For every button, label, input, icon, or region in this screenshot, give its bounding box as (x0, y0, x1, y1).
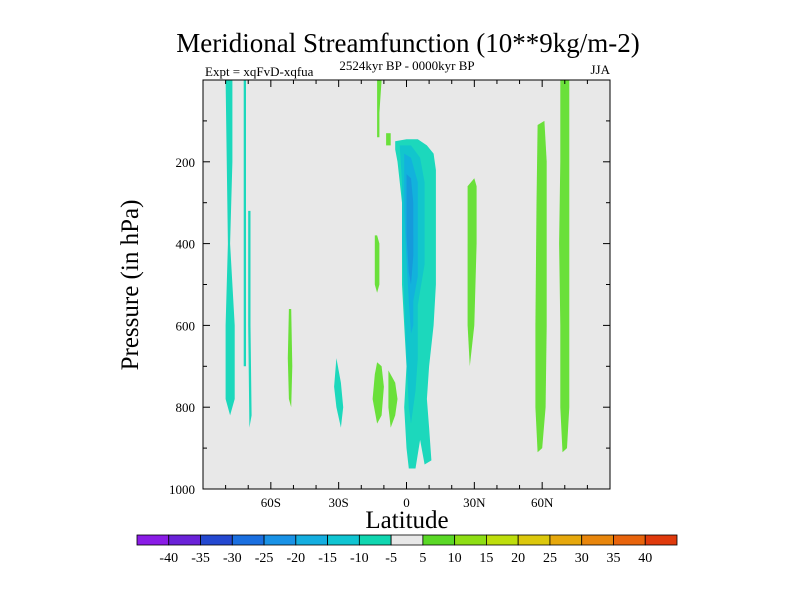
contour-nh-30n-cell (467, 178, 477, 367)
colorbar-box (517, 534, 551, 546)
contour-nh-pos-mid (374, 235, 380, 293)
colorbar-label: 30 (575, 551, 589, 566)
y-tick-label: 600 (176, 318, 196, 333)
colorbar-box (390, 534, 424, 546)
colorbar-label: -10 (350, 551, 369, 566)
colorbar-label: -20 (286, 551, 305, 566)
x-tick-label: 60N (531, 495, 554, 510)
colorbar-box (613, 534, 646, 546)
colorbar-labels: -40 -35 -30 -25 -20 -15 -10 -5 5 10 15 20 25 30 35 40 (159, 551, 652, 566)
colorbar-box (231, 534, 265, 546)
contour-nh-pos-small (386, 133, 391, 146)
contour-sh-polar-strip (243, 80, 246, 367)
colorbar-box (263, 534, 297, 546)
colorbar (136, 534, 678, 546)
y-axis-label: Pressure (in hPa) (117, 200, 144, 371)
contour-nh-60n-band (535, 120, 547, 453)
contour-nh-pos-lower-b (388, 370, 398, 428)
colorbar-box (136, 534, 170, 546)
contour-eq-cell-core (406, 174, 414, 285)
colorbar-box (422, 534, 456, 546)
contour-nh-pos-lower-a (372, 362, 384, 424)
colorbar-box (581, 534, 614, 546)
colorbar-label: 25 (543, 551, 557, 566)
colorbar-box (200, 534, 233, 546)
colorbar-label: -30 (223, 551, 242, 566)
contour-sh-strip-b (248, 210, 252, 428)
colorbar-label: -40 (159, 551, 178, 566)
right-string: JJA (590, 62, 610, 77)
y-tick-label: 1000 (169, 482, 195, 497)
chart-title: Meridional Streamfunction (10**9kg/m-2) (176, 28, 639, 58)
colorbar-box (486, 534, 519, 546)
y-tick-label: 800 (176, 400, 196, 415)
colorbar-label: 35 (606, 551, 620, 566)
center-string: 2524kyr BP - 0000kyr BP (339, 58, 474, 73)
y-tick-label: 400 (176, 237, 196, 252)
colorbar-box (168, 534, 201, 546)
colorbar-box (454, 534, 487, 546)
colorbar-label: -15 (318, 551, 337, 566)
left-string: Expt = xqFvD-xqfua (205, 64, 314, 79)
colorbar-label: 40 (638, 551, 652, 566)
x-tick-labels: 60S 30S 0 30N 60N (261, 495, 554, 510)
contour-nh-70n-band (559, 80, 570, 453)
colorbar-box (358, 534, 392, 546)
contour-sh-30s-cell (334, 358, 344, 428)
colorbar-box (644, 534, 678, 546)
colorbar-label: -35 (191, 551, 210, 566)
x-tick-label: 30N (463, 495, 486, 510)
x-tick-label: 30S (329, 495, 349, 510)
colorbar-label: -25 (255, 551, 274, 566)
x-tick-label: 0 (403, 495, 410, 510)
colorbar-box (295, 534, 328, 546)
colorbar-label: 5 (419, 551, 426, 566)
contour-regions (225, 80, 570, 469)
contour-sh-small-positive (287, 309, 293, 408)
y-tick-label: 200 (176, 155, 196, 170)
colorbar-label: 15 (479, 551, 493, 566)
contour-nh-pos-upper (377, 80, 382, 138)
colorbar-box (327, 534, 360, 546)
colorbar-label: 20 (511, 551, 525, 566)
contour-sh-polar-tower (225, 80, 235, 416)
x-tick-label: 60S (261, 495, 281, 510)
colorbar-box (549, 534, 583, 546)
x-axis-label: Latitude (365, 507, 448, 534)
colorbar-label: 10 (448, 551, 462, 566)
y-tick-labels: 200 400 600 800 1000 (169, 155, 195, 497)
axis-ticks (202, 79, 611, 490)
colorbar-label: -5 (385, 551, 397, 566)
